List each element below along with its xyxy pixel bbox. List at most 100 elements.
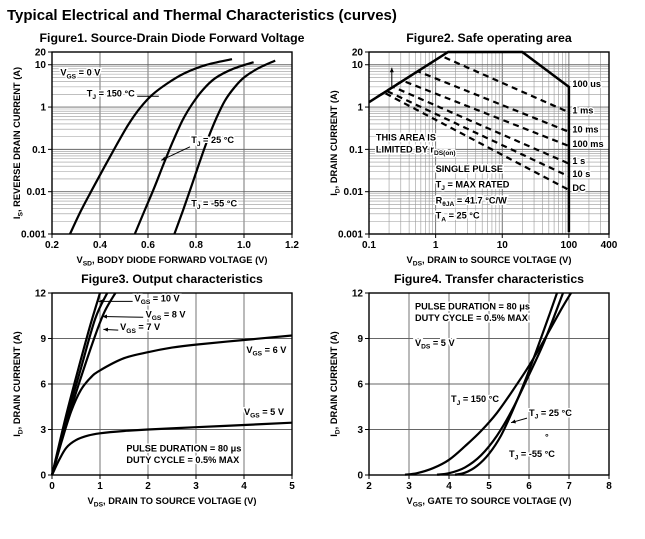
x-tick-label: 2 bbox=[366, 481, 372, 492]
arrowhead bbox=[511, 419, 516, 424]
leader-arrows bbox=[98, 299, 144, 332]
y-tick-label: 0 bbox=[357, 471, 363, 482]
y-tick-label: 20 bbox=[352, 48, 364, 59]
leader-line bbox=[102, 316, 144, 318]
annotation: VGS = 5 V bbox=[244, 407, 285, 420]
x-tick-label: 2 bbox=[145, 481, 151, 492]
y-tick-label: 6 bbox=[357, 380, 363, 391]
arrowhead bbox=[161, 156, 167, 161]
figure1: Figure1. Source-Drain Diode Forward Volt… bbox=[6, 30, 323, 267]
x-axis-title: VSD, BODY DIODE FORWARD VOLTAGE (V) bbox=[77, 255, 268, 267]
figure1-title: Figure1. Source-Drain Diode Forward Volt… bbox=[39, 31, 305, 45]
annotation: TJ = -55 °C bbox=[191, 198, 237, 211]
axis-ticks: 2 3 4 5 6 7 8 0 3 6 9 12 bbox=[352, 289, 612, 493]
x-tick-label: 1.0 bbox=[237, 240, 251, 251]
annotation: 10 s bbox=[572, 169, 590, 179]
y-tick-label: 9 bbox=[40, 334, 46, 345]
x-tick-label: 5 bbox=[486, 481, 492, 492]
x-tick-label: 0.8 bbox=[189, 240, 203, 251]
x-tick-label: 8 bbox=[606, 481, 612, 492]
datasheet-page: Typical Electrical and Thermal Character… bbox=[0, 7, 645, 508]
series bbox=[404, 292, 572, 476]
x-tick-label: 3 bbox=[193, 481, 199, 492]
annotation: 100 us bbox=[572, 79, 601, 89]
annotation: ° bbox=[545, 432, 549, 442]
annotation: PULSE DURATION = 80 μs bbox=[126, 443, 241, 453]
series-tj-25-c bbox=[133, 61, 254, 235]
leader-arrows bbox=[389, 67, 394, 88]
plot-frame bbox=[368, 51, 610, 235]
page-title: Typical Electrical and Thermal Character… bbox=[7, 7, 397, 24]
x-tick-label: 0 bbox=[49, 481, 55, 492]
figure4-plot: 2 3 4 5 6 7 8 0 3 6 9 12 VGS, GATE TO SOURCE VOLTAGE… bbox=[329, 289, 612, 509]
x-tick-label: 0.2 bbox=[45, 240, 59, 251]
x-tick-label: 4 bbox=[446, 481, 452, 492]
annotation: THIS AREA IS bbox=[376, 133, 436, 143]
series bbox=[368, 50, 571, 233]
series-tj-25-c bbox=[436, 292, 565, 476]
annotation: VGS = 6 V bbox=[246, 345, 287, 358]
x-axis-title: VGS, GATE TO SOURCE VOLTAGE (V) bbox=[407, 496, 572, 508]
y-axis-title: ID, DRAIN CURRENT (A) bbox=[12, 331, 25, 437]
annotation: 10 ms bbox=[572, 125, 598, 135]
y-tick-label: 9 bbox=[357, 334, 363, 345]
annotation: VGS = 8 V bbox=[146, 309, 187, 322]
annotation: 1 s bbox=[572, 156, 585, 166]
x-tick-label: 1 bbox=[97, 481, 103, 492]
annotation: TJ = 25 °C bbox=[529, 408, 572, 421]
x-tick-label: 1 bbox=[433, 240, 439, 251]
annotation: TJ = -55 °C bbox=[509, 449, 555, 462]
figure2-title: Figure2. Safe operating area bbox=[406, 31, 572, 45]
y-tick-label: 0.1 bbox=[32, 145, 46, 156]
y-axis-title: ID, DRAIN CURRENT (A) bbox=[329, 90, 342, 196]
figure4: Figure4. Transfer characteristics 2 3 4 5 6 7… bbox=[323, 271, 640, 508]
y-tick-label: 0 bbox=[40, 471, 46, 482]
gridlines bbox=[52, 52, 292, 234]
annotation: TJ = MAX RATED bbox=[436, 180, 510, 193]
annotations: VGS = 0 V TJ = 150 °C TJ = 25 °C TJ = -55 °… bbox=[59, 66, 239, 212]
annotation: TJ = 150 °C bbox=[87, 88, 135, 101]
plot-frame bbox=[51, 51, 293, 235]
gridlines bbox=[52, 293, 292, 475]
x-tick-label: 6 bbox=[526, 481, 532, 492]
annotation: DUTY CYCLE = 0.5% MAX bbox=[126, 455, 240, 465]
y-tick-label: 20 bbox=[35, 48, 47, 59]
series-vgs-5-v bbox=[51, 421, 293, 476]
leader-arrows bbox=[510, 417, 528, 424]
series-10-ms bbox=[397, 70, 570, 133]
y-tick-label: 0.01 bbox=[344, 187, 364, 198]
series-1-ms bbox=[417, 54, 570, 114]
y-tick-label: 12 bbox=[352, 289, 364, 300]
figures-grid: Figure1. Source-Drain Diode Forward Volt… bbox=[6, 30, 645, 508]
x-tick-label: 100 bbox=[561, 240, 578, 251]
annotation: 100 ms bbox=[572, 139, 603, 149]
y-tick-label: 6 bbox=[40, 380, 46, 391]
x-tick-label: 5 bbox=[289, 481, 295, 492]
series bbox=[69, 58, 276, 235]
arrowhead bbox=[103, 327, 109, 332]
x-tick-label: 3 bbox=[406, 481, 412, 492]
y-tick-label: 10 bbox=[35, 60, 47, 71]
series-1-s bbox=[380, 85, 570, 165]
annotation: VGS = 7 V bbox=[120, 322, 161, 335]
annotation: DC bbox=[572, 183, 586, 193]
leader-line bbox=[160, 146, 191, 161]
figure4-title: Figure4. Transfer characteristics bbox=[393, 272, 584, 286]
x-axis-title: VDS, DRAIN TO SOURCE VOLTAGE (V) bbox=[88, 496, 257, 508]
series-tj-55-c bbox=[173, 59, 276, 235]
annotation: TA = 25 °C bbox=[436, 211, 480, 224]
annotation: TJ = 150 °C bbox=[451, 394, 499, 407]
annotation: VDS = 5 V bbox=[415, 338, 455, 351]
y-tick-label: 3 bbox=[357, 425, 363, 436]
x-tick-label: 4 bbox=[241, 481, 247, 492]
annotation: VGS = 10 V bbox=[135, 293, 181, 306]
x-tick-label: 1.2 bbox=[285, 240, 299, 251]
x-tick-label: 7 bbox=[566, 481, 572, 492]
y-tick-label: 0.001 bbox=[21, 230, 46, 241]
